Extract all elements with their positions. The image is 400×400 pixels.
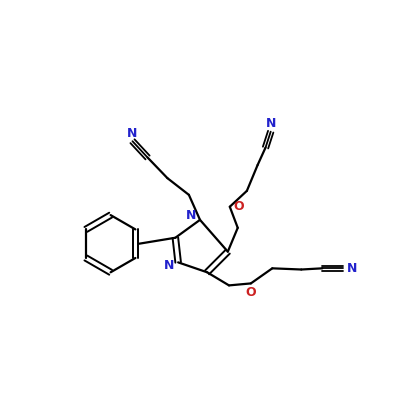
Text: O: O: [233, 200, 244, 213]
Text: N: N: [346, 262, 357, 275]
Text: N: N: [164, 259, 175, 272]
Text: N: N: [186, 209, 196, 222]
Text: N: N: [266, 117, 276, 130]
Text: N: N: [127, 127, 138, 140]
Text: O: O: [246, 286, 256, 299]
